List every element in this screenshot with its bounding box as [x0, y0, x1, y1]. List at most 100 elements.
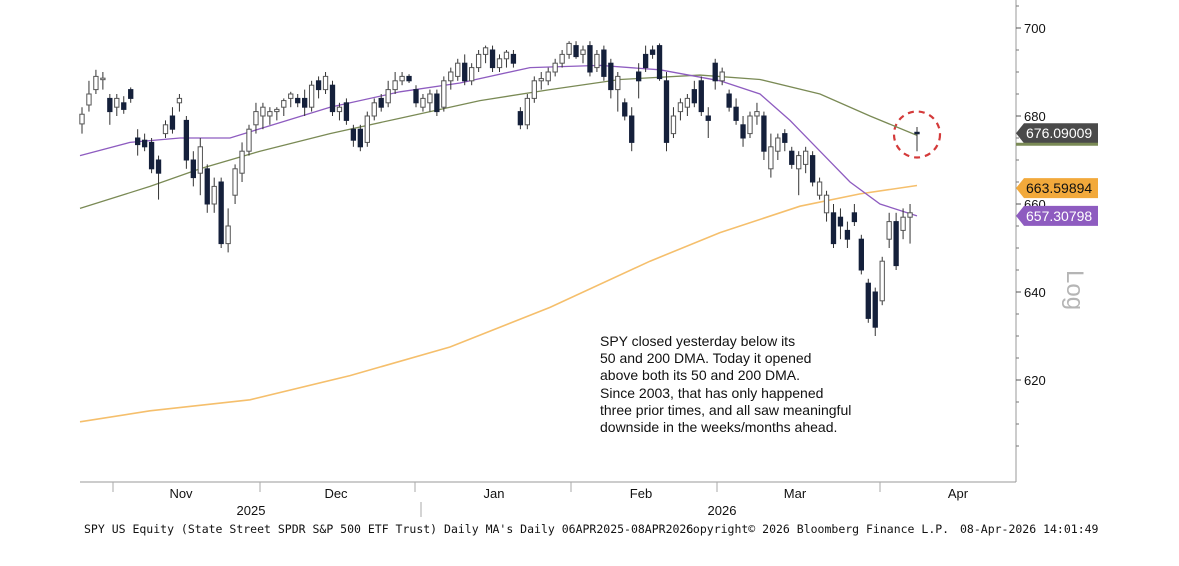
- candle-body: [253, 111, 259, 126]
- y-tick-label: 640: [1024, 285, 1046, 300]
- candle: [183, 116, 190, 169]
- candle-body: [475, 53, 482, 69]
- candle: [914, 127, 920, 152]
- annotation-line: 50 and 200 DMA. Today it opened: [600, 350, 812, 367]
- x-month-label: Apr: [948, 486, 969, 501]
- candle: [169, 107, 176, 134]
- candle-body: [559, 53, 565, 64]
- last-value-labels: 676.09009 663.59894 657.30798: [1016, 123, 1098, 226]
- ma-200-tag-text: 663.59894: [1026, 180, 1092, 196]
- candle-body: [823, 194, 830, 214]
- candle-body: [204, 168, 210, 205]
- candle: [218, 177, 224, 248]
- candle: [135, 129, 141, 156]
- candle: [879, 256, 885, 306]
- candle: [148, 138, 155, 174]
- candle-body: [371, 102, 377, 117]
- x-year-label: 2026: [708, 503, 737, 518]
- ma-20-tag-shape: [1016, 205, 1098, 226]
- candle-body: [302, 97, 308, 108]
- candle: [580, 45, 586, 64]
- candle-body: [155, 159, 162, 174]
- candle: [197, 138, 203, 196]
- candle-body: [733, 106, 739, 121]
- candle-body: [281, 100, 287, 108]
- candle-body: [462, 62, 468, 82]
- candle: [712, 58, 718, 90]
- chart-annotation: SPY closed yesterday below its 50 and 20…: [600, 333, 900, 436]
- candle: [559, 50, 565, 68]
- candle: [350, 124, 357, 147]
- candle: [441, 76, 447, 112]
- candle-body: [677, 102, 684, 113]
- candle: [636, 63, 642, 99]
- candle-body: [357, 128, 363, 148]
- candle-body: [872, 291, 878, 328]
- candle: [677, 98, 684, 121]
- candle: [190, 151, 196, 187]
- candle-body: [378, 97, 384, 108]
- candle: [719, 67, 725, 86]
- candle: [343, 98, 350, 125]
- price-tag-shape: [1016, 123, 1098, 144]
- candle: [128, 87, 134, 103]
- candle: [489, 45, 496, 72]
- candle-body: [622, 102, 628, 117]
- candle-body: [670, 115, 677, 135]
- x-month-label: Nov: [169, 486, 193, 501]
- candlesticks: [79, 41, 920, 336]
- candle: [775, 133, 781, 160]
- candle: [448, 67, 454, 90]
- candle: [86, 80, 92, 112]
- candle: [302, 89, 308, 116]
- candle: [524, 94, 530, 130]
- ma-200-tag: 663.59894: [1016, 178, 1098, 199]
- candle-body: [851, 212, 858, 223]
- candle: [308, 80, 315, 112]
- candle-body: [267, 111, 273, 117]
- candle-body: [420, 97, 426, 108]
- candle-body: [489, 49, 496, 69]
- candle: [239, 142, 245, 182]
- candle: [225, 208, 231, 253]
- candle: [893, 212, 899, 270]
- candle-body: [510, 53, 517, 64]
- candle: [803, 146, 809, 174]
- plot-area: [892, 110, 942, 159]
- candle-body: [517, 111, 524, 126]
- candle: [754, 102, 760, 125]
- candle: [176, 94, 183, 112]
- candle-body: [350, 128, 357, 141]
- x-year-label: 2025: [237, 503, 266, 518]
- candle-body: [100, 77, 106, 81]
- candle-body: [642, 53, 649, 69]
- price-tag: 676.09009: [1016, 123, 1098, 144]
- candle-body: [218, 181, 224, 245]
- candle: [552, 58, 558, 77]
- y-tick-label: 680: [1024, 109, 1046, 124]
- candle: [872, 287, 878, 336]
- candle: [295, 94, 301, 108]
- ma-20-tag: 657.30798: [1016, 205, 1098, 226]
- moving-average-lines: [79, 64, 918, 423]
- candle-body: [830, 212, 837, 245]
- candle-body: [343, 102, 350, 121]
- candle: [517, 107, 524, 130]
- candle: [830, 204, 837, 248]
- candle: [378, 94, 384, 112]
- candle-body: [86, 93, 92, 106]
- candle-body: [726, 93, 732, 108]
- candle: [649, 45, 656, 59]
- candle: [364, 111, 370, 147]
- candle: [392, 72, 398, 94]
- candle-body: [427, 93, 433, 104]
- candle: [858, 234, 864, 275]
- candle: [406, 74, 412, 83]
- annotation-line: three prior times, and all saw meaningfu…: [600, 401, 852, 418]
- annotation-line: Since 2003, that has only happened: [600, 384, 824, 401]
- candle: [427, 89, 433, 112]
- candle-body: [239, 150, 245, 174]
- candle: [566, 41, 572, 59]
- candle: [232, 164, 238, 204]
- candle: [503, 50, 510, 68]
